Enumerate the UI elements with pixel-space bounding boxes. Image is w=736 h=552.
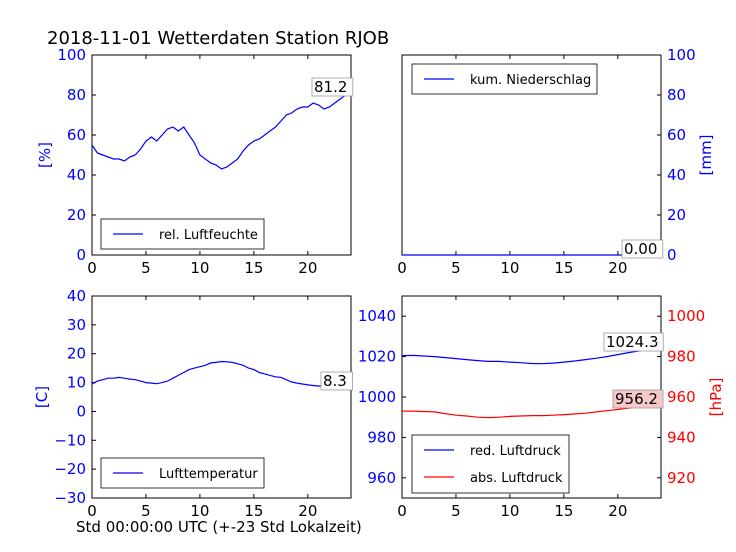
humidity-series-line — [91, 92, 352, 170]
temperature-xtick-label: 0 — [87, 502, 97, 520]
pressure-ytick-label: 940 — [667, 428, 696, 446]
subplot-pressure: 0 5 10 15 20 960 980 1000 1020 1040 920 940 960 980 10… — [358, 295, 725, 520]
temperature-ylabel: [C] — [33, 386, 51, 408]
precipitation-ylabel: [mm] — [697, 135, 715, 176]
temperature-last-value: 8.3 — [323, 372, 347, 390]
pressure-ytick-label: 1000 — [667, 307, 705, 325]
pressure-ytick-label: 980 — [367, 428, 396, 446]
pressure-ytick-label: 980 — [667, 348, 696, 366]
temperature-ytick-label: −20 — [54, 460, 86, 478]
precipitation-ytick-label: 40 — [667, 166, 686, 184]
temperature-ytick-label: 40 — [67, 287, 86, 305]
pressure-series-line — [402, 404, 662, 419]
precipitation-xtick-label: 20 — [608, 259, 627, 277]
precipitation-xtick-label: 10 — [500, 259, 519, 277]
subplot-precipitation: 0 5 10 15 20 0 20 40 60 80 100 [mm] 0.00 kum. Nieders… — [397, 46, 715, 277]
pressure-ytick-label: 960 — [367, 469, 396, 487]
pressure-value-box — [612, 389, 664, 409]
temperature-series-line — [91, 360, 351, 389]
pressure-xtick-label: 10 — [500, 502, 519, 520]
humidity-xtick-label: 0 — [87, 259, 97, 277]
pressure-ytick-label: 960 — [667, 388, 696, 406]
pressure-legend-box — [411, 434, 570, 494]
humidity-last-value: 81.2 — [314, 78, 347, 96]
pressure-ytick-label: 1040 — [358, 307, 396, 325]
pressure-xtick-label: 5 — [451, 502, 461, 520]
precipitation-legend-box — [411, 63, 598, 95]
humidity-legend-label: rel. Luftfeuchte — [159, 228, 258, 243]
humidity-xtick-label: 5 — [141, 259, 151, 277]
precipitation-ytick-label: 20 — [667, 206, 686, 224]
precipitation-ytick-label: 100 — [667, 46, 696, 64]
precipitation-xtick-label: 0 — [397, 259, 407, 277]
pressure-xtick-label: 0 — [397, 502, 407, 520]
pressure-last-value: 1024.3 — [606, 333, 659, 351]
pressure-ytick-label: 1020 — [358, 348, 396, 366]
temperature-xtick-label: 5 — [141, 502, 151, 520]
temperature-ytick-label: −30 — [54, 489, 86, 507]
precipitation-last-value: 0.00 — [624, 240, 657, 258]
pressure-ylabel-right: [hPa] — [707, 378, 725, 417]
humidity-ytick-label: 80 — [67, 86, 86, 104]
temperature-ytick-label: −10 — [54, 431, 86, 449]
temperature-ytick-label: 0 — [76, 402, 86, 420]
temperature-frame — [91, 295, 352, 499]
pressure-xtick-label: 20 — [608, 502, 627, 520]
temperature-ytick-label: 20 — [67, 345, 86, 363]
precipitation-xtick-label: 5 — [451, 259, 461, 277]
precipitation-xtick-label: 15 — [554, 259, 573, 277]
temperature-ytick-label: 30 — [67, 316, 86, 334]
humidity-ytick-label: 60 — [67, 126, 86, 144]
pressure-legend-label: red. Luftdruck — [470, 444, 561, 459]
temperature-value-box — [320, 371, 354, 391]
temperature-ytick-label: 10 — [67, 374, 86, 392]
humidity-ytick-label: 20 — [67, 206, 86, 224]
humidity-ytick-label: 40 — [67, 166, 86, 184]
pressure-legend-label: abs. Luftdruck — [470, 471, 563, 486]
humidity-xtick-label: 20 — [298, 259, 317, 277]
pressure-value-box — [603, 332, 664, 352]
humidity-value-box — [311, 77, 354, 97]
pressure-xtick-label: 15 — [554, 502, 573, 520]
pressure-ytick-label: 1000 — [358, 388, 396, 406]
figure-xlabel: Std 00:00:00 UTC (+-23 Std Lokalzeit) — [76, 518, 362, 536]
humidity-ylabel: [%] — [36, 142, 54, 168]
precipitation-ytick-label: 60 — [667, 126, 686, 144]
pressure-last-value: 956.2 — [615, 390, 658, 408]
temperature-xtick-label: 20 — [298, 502, 317, 520]
humidity-xtick-label: 10 — [190, 259, 209, 277]
precipitation-ytick-label: 0 — [667, 246, 677, 264]
humidity-legend-box — [100, 218, 265, 250]
temperature-legend-label: Lufttemperatur — [159, 467, 258, 482]
humidity-ytick-label: 100 — [57, 46, 86, 64]
humidity-ytick-label: 0 — [76, 246, 86, 264]
precipitation-ytick-label: 80 — [667, 86, 686, 104]
temperature-xtick-label: 10 — [190, 502, 209, 520]
subplot-temperature: 0 5 10 15 20 −30 −20 −10 0 10 20 30 40 [C] 8.3 Lufttemp… — [33, 287, 354, 520]
humidity-frame — [91, 54, 352, 256]
humidity-xtick-label: 15 — [244, 259, 263, 277]
temperature-xtick-label: 15 — [244, 502, 263, 520]
pressure-series-line — [401, 347, 662, 365]
figure-title: 2018-11-01 Wetterdaten Station RJOB — [47, 28, 389, 49]
subplot-humidity: 0 5 10 15 20 0 20 40 60 80 100 [%] 81.2 rel. Luftfeuc… — [36, 46, 354, 277]
pressure-ytick-label: 920 — [667, 469, 696, 487]
precipitation-value-box — [621, 239, 664, 259]
precipitation-legend-label: kum. Niederschlag — [470, 73, 591, 88]
